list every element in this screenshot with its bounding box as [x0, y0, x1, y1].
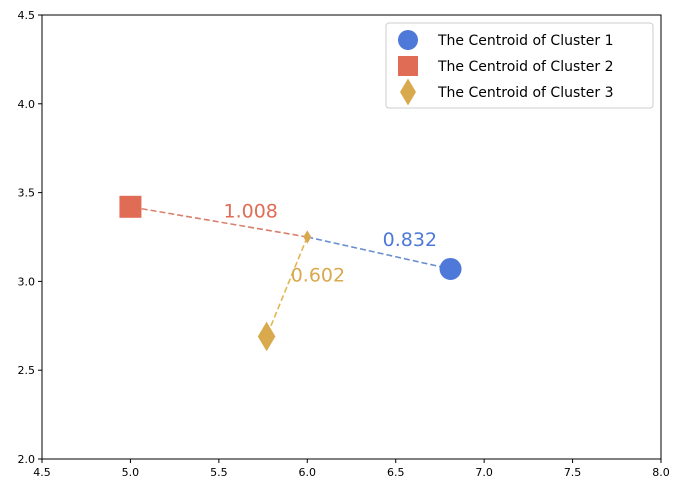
legend-marker-cluster-1 — [398, 30, 418, 50]
y-tick-label: 4.5 — [18, 9, 36, 22]
distance-line-cluster-2 — [130, 206, 308, 238]
distance-label-cluster-3: 0.602 — [291, 264, 345, 286]
legend-marker-cluster-3 — [400, 78, 416, 106]
x-tick-label: 7.5 — [564, 466, 582, 479]
y-tick-label: 3.0 — [18, 275, 36, 288]
distance-label-cluster-2: 1.008 — [223, 200, 277, 222]
legend-label-cluster-3: The Centroid of Cluster 3 — [437, 85, 613, 101]
y-tick-label: 3.5 — [18, 187, 36, 200]
distance-label-cluster-1: 0.832 — [383, 229, 437, 251]
y-tick-label: 2.0 — [18, 453, 36, 466]
x-tick-label: 4.5 — [33, 466, 51, 479]
centroid-marker-cluster-2 — [119, 195, 142, 218]
legend: The Centroid of Cluster 1 The Centroid of… — [385, 22, 654, 109]
y-tick-label: 4.0 — [18, 98, 36, 111]
centroid-marker-cluster-1 — [439, 257, 462, 280]
center-point-marker — [303, 230, 312, 244]
legend-box — [385, 22, 654, 109]
centroid-marker-cluster-3 — [257, 321, 276, 352]
y-tick-label: 2.5 — [18, 364, 36, 377]
legend-marker-cluster-2 — [398, 56, 418, 76]
x-tick-label: 6.0 — [299, 466, 317, 479]
legend-label-cluster-2: The Centroid of Cluster 2 — [437, 59, 613, 75]
x-tick-label: 8.0 — [652, 466, 670, 479]
x-tick-label: 5.0 — [122, 466, 140, 479]
x-tick-label: 7.0 — [475, 466, 493, 479]
x-tick-label: 6.5 — [387, 466, 405, 479]
x-tick-label: 5.5 — [210, 466, 228, 479]
distance-line-cluster-1 — [307, 236, 451, 270]
legend-label-cluster-1: The Centroid of Cluster 1 — [437, 33, 613, 49]
